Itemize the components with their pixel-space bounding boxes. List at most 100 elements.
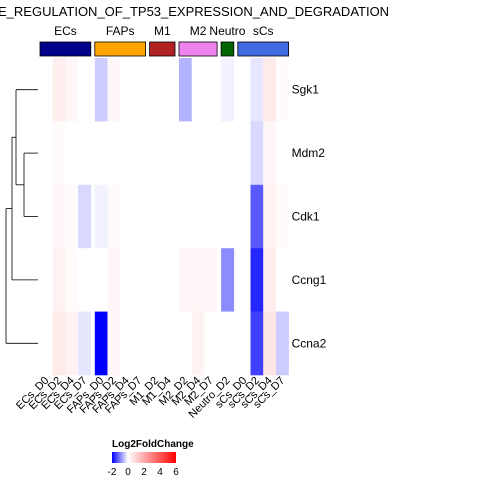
heatmap-cell — [120, 248, 134, 312]
row-dendrogram — [5, 89, 38, 344]
heatmap-cell — [107, 248, 121, 312]
heatmap-cell — [191, 248, 205, 312]
group-bar-m2 — [178, 41, 218, 57]
row-label: Cdk1 — [292, 210, 320, 224]
heatmap-cell — [94, 121, 108, 186]
heatmap-cells — [40, 58, 289, 376]
legend-tick-label: 6 — [173, 467, 179, 478]
heatmap-cell — [120, 58, 134, 122]
heatmap-cell — [263, 248, 277, 312]
heatmap-cell — [65, 58, 79, 122]
heatmap-cell — [179, 311, 192, 376]
heatmap-cell — [263, 121, 277, 186]
heatmap-cell — [149, 184, 163, 249]
heatmap-cell — [221, 184, 235, 249]
legend-tick-label: 4 — [157, 467, 163, 478]
heatmap-cell — [221, 121, 235, 186]
heatmap-cell — [52, 248, 66, 312]
heatmap-cell — [204, 58, 218, 122]
heatmap-cell — [263, 311, 277, 376]
heatmap-cell — [275, 121, 289, 186]
heatmap-cell — [191, 311, 205, 376]
heatmap-cell — [221, 248, 235, 312]
heatmap-cell — [179, 248, 192, 312]
column-labels: ECs_D0ECs_D2ECs_D4ECs_D7FAPs_D0FAPs_D2FA… — [14, 375, 287, 421]
heatmap-cell — [107, 58, 121, 122]
heatmap-cell — [204, 311, 218, 376]
heatmap-cell — [65, 121, 79, 186]
heatmap-cell — [120, 121, 134, 186]
heatmap-cell — [179, 121, 192, 186]
heatmap-cell — [250, 184, 264, 249]
heatmap-cell — [94, 248, 108, 312]
legend-color-bar — [112, 452, 176, 463]
heatmap-cell — [250, 311, 264, 376]
heatmap-cell — [149, 248, 163, 312]
row-label: Ccna2 — [292, 336, 327, 350]
heatmap-cell — [204, 248, 218, 312]
heatmap-cell — [65, 184, 79, 249]
heatmap-cell — [107, 121, 121, 186]
heatmap-cell — [162, 248, 176, 312]
group-label-m1: M1 — [154, 24, 171, 38]
heatmap-cell — [52, 184, 66, 249]
heatmap-cell — [132, 58, 146, 122]
group-bar-scs — [237, 41, 290, 57]
heatmap-cell — [120, 311, 134, 376]
row-label: Ccng1 — [292, 273, 327, 287]
heatmap-cell — [250, 121, 264, 186]
heatmap-cell — [94, 311, 108, 376]
heatmap-cell — [237, 121, 251, 186]
heatmap-cell — [162, 184, 176, 249]
heatmap-cell — [78, 311, 92, 376]
heatmap-cell — [107, 184, 121, 249]
legend-tick-label: 2 — [141, 467, 147, 478]
heatmap-cell — [65, 248, 79, 312]
group-bar-ecs — [39, 41, 92, 57]
heatmap-cell — [40, 184, 53, 249]
legend-title: Log2FoldChange — [112, 439, 194, 450]
heatmap-cell — [149, 121, 163, 186]
heatmap-cell — [78, 58, 92, 122]
chart-title: E_REGULATION_OF_TP53_EXPRESSION_AND_DEGR… — [0, 4, 389, 19]
legend-tick-label: 0 — [125, 467, 131, 478]
heatmap-cell — [52, 311, 66, 376]
heatmap-cell — [275, 58, 289, 122]
heatmap-cell — [65, 311, 79, 376]
heatmap-cell — [132, 248, 146, 312]
heatmap-cell — [162, 311, 176, 376]
group-label-m2: M2 — [190, 24, 207, 38]
group-label-scs: sCs — [253, 24, 274, 38]
heatmap-cell — [120, 184, 134, 249]
heatmap-cell — [237, 58, 251, 122]
heatmap-cell — [179, 184, 192, 249]
heatmap-cell — [40, 121, 53, 186]
heatmap-cell — [250, 248, 264, 312]
heatmap-cell — [149, 58, 163, 122]
heatmap-cell — [263, 184, 277, 249]
row-labels: Sgk1 Mdm2 Cdk1 Ccng1 Ccna2 — [292, 83, 327, 351]
heatmap-cell — [132, 184, 146, 249]
legend-tick-label: -2 — [108, 467, 117, 478]
heatmap-cell — [263, 58, 277, 122]
color-legend: Log2FoldChange -2 0 2 4 6 — [108, 439, 195, 478]
heatmap-cell — [78, 184, 92, 249]
heatmap-cell — [204, 184, 218, 249]
heatmap-cell — [250, 58, 264, 122]
heatmap-cell — [132, 121, 146, 186]
heatmap-cell — [107, 311, 121, 376]
heatmap-cell — [191, 184, 205, 249]
group-bar-faps — [94, 41, 147, 57]
heatmap-cell — [40, 311, 53, 376]
heatmap-cell — [237, 248, 251, 312]
group-label-neutro: Neutro — [209, 24, 245, 38]
heatmap-cell — [237, 311, 251, 376]
heatmap-cell — [94, 58, 108, 122]
heatmap-cell — [52, 121, 66, 186]
heatmap-cell — [132, 311, 146, 376]
heatmap-cell — [275, 311, 289, 376]
heatmap-cell — [78, 121, 92, 186]
row-label: Sgk1 — [292, 83, 320, 97]
heatmap-cell — [40, 58, 53, 122]
